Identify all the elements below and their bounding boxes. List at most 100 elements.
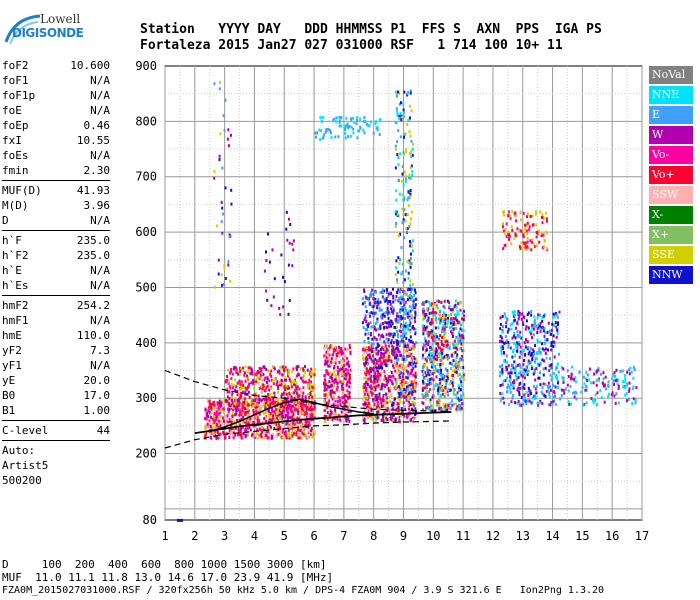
echo-point <box>329 392 332 396</box>
echo-point <box>215 405 218 409</box>
echo-point <box>386 321 388 325</box>
echo-point <box>272 432 275 436</box>
y-tick-label: 200 <box>135 447 157 461</box>
echo-point <box>255 411 258 414</box>
x-tick-label: 1 <box>161 529 168 543</box>
echo-point <box>344 415 347 419</box>
echo-point <box>530 329 533 333</box>
echo-point <box>291 391 293 395</box>
legend-item: SSE <box>649 246 693 264</box>
echo-point <box>286 413 289 417</box>
echo-point <box>502 325 504 329</box>
echo-point <box>525 246 528 250</box>
echo-point <box>442 305 445 308</box>
echo-point <box>410 360 413 364</box>
echo-point <box>445 323 448 327</box>
echo-point <box>387 325 390 329</box>
echo-point <box>290 431 293 435</box>
echo-point <box>313 410 316 414</box>
echo-point <box>230 417 233 421</box>
echo-point <box>263 430 266 433</box>
echo-point <box>402 347 405 351</box>
echo-point <box>519 350 522 354</box>
echo-point <box>299 404 302 408</box>
echo-point <box>400 407 403 410</box>
echo-point <box>214 408 216 412</box>
echo-point <box>281 400 284 404</box>
echo-point <box>298 387 301 391</box>
echo-point <box>395 148 397 152</box>
echo-point <box>406 312 409 316</box>
echo-point <box>406 376 409 380</box>
echo-point <box>230 133 232 137</box>
echo-point <box>428 350 431 354</box>
echo-point <box>285 388 288 392</box>
echo-point <box>297 365 300 369</box>
echo-point <box>348 404 351 408</box>
echo-point <box>547 385 549 389</box>
echo-point <box>401 207 404 211</box>
echo-point <box>431 332 434 336</box>
echo-point <box>268 260 271 264</box>
legend-item: SSW <box>649 186 693 204</box>
echo-point <box>362 128 365 132</box>
echo-point <box>519 330 522 334</box>
echo-point <box>234 426 237 430</box>
echo-point <box>430 352 433 356</box>
echo-point <box>402 195 405 199</box>
echo-point <box>253 408 256 411</box>
param-name: foEs <box>2 149 29 162</box>
echo-point <box>530 313 533 317</box>
echo-point <box>499 322 502 326</box>
echo-point <box>438 321 441 325</box>
echo-point <box>377 371 380 375</box>
echo-point <box>433 331 436 335</box>
echo-point <box>380 354 382 358</box>
echo-point <box>364 301 366 305</box>
echo-point <box>341 387 343 391</box>
echo-point <box>444 408 447 412</box>
echo-point <box>210 416 213 419</box>
echo-point <box>535 235 538 239</box>
echo-point <box>428 355 431 359</box>
echo-point <box>337 395 340 399</box>
echo-point <box>378 306 381 310</box>
echo-point <box>446 355 449 359</box>
echo-point <box>386 301 389 305</box>
echo-point <box>213 170 216 173</box>
echo-point <box>244 403 247 407</box>
echo-point <box>409 196 412 200</box>
echo-point <box>498 374 501 378</box>
echo-point <box>412 239 415 243</box>
echo-point <box>390 360 393 363</box>
param-value: N/A <box>90 264 110 277</box>
echo-point <box>313 394 316 397</box>
echo-point <box>421 393 424 397</box>
echo-point <box>408 116 411 120</box>
echo-point <box>402 183 405 187</box>
echo-point <box>539 313 541 317</box>
echo-point <box>297 428 300 432</box>
echo-point <box>330 136 333 139</box>
echo-point <box>615 368 618 372</box>
echo-point <box>541 347 544 351</box>
echo-point <box>368 401 371 405</box>
echo-point <box>516 349 518 353</box>
echo-point <box>511 322 514 326</box>
echo-point <box>535 324 538 328</box>
echo-point <box>409 91 412 95</box>
echo-point <box>522 315 525 319</box>
echo-point <box>431 314 434 318</box>
echo-point <box>403 310 406 314</box>
echo-point <box>599 372 602 376</box>
echo-point <box>278 409 281 412</box>
echo-point <box>425 307 428 311</box>
echo-point <box>502 351 505 354</box>
echo-point <box>285 378 288 382</box>
echo-point <box>302 386 305 390</box>
echo-point <box>581 386 584 389</box>
echo-point <box>423 312 426 316</box>
echo-point <box>345 394 348 398</box>
echo-point <box>441 351 444 355</box>
echo-point <box>252 399 255 403</box>
